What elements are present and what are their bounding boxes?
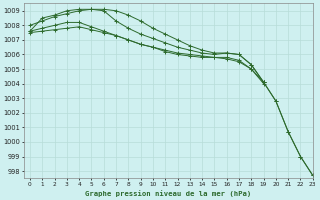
X-axis label: Graphe pression niveau de la mer (hPa): Graphe pression niveau de la mer (hPa)	[85, 190, 252, 197]
